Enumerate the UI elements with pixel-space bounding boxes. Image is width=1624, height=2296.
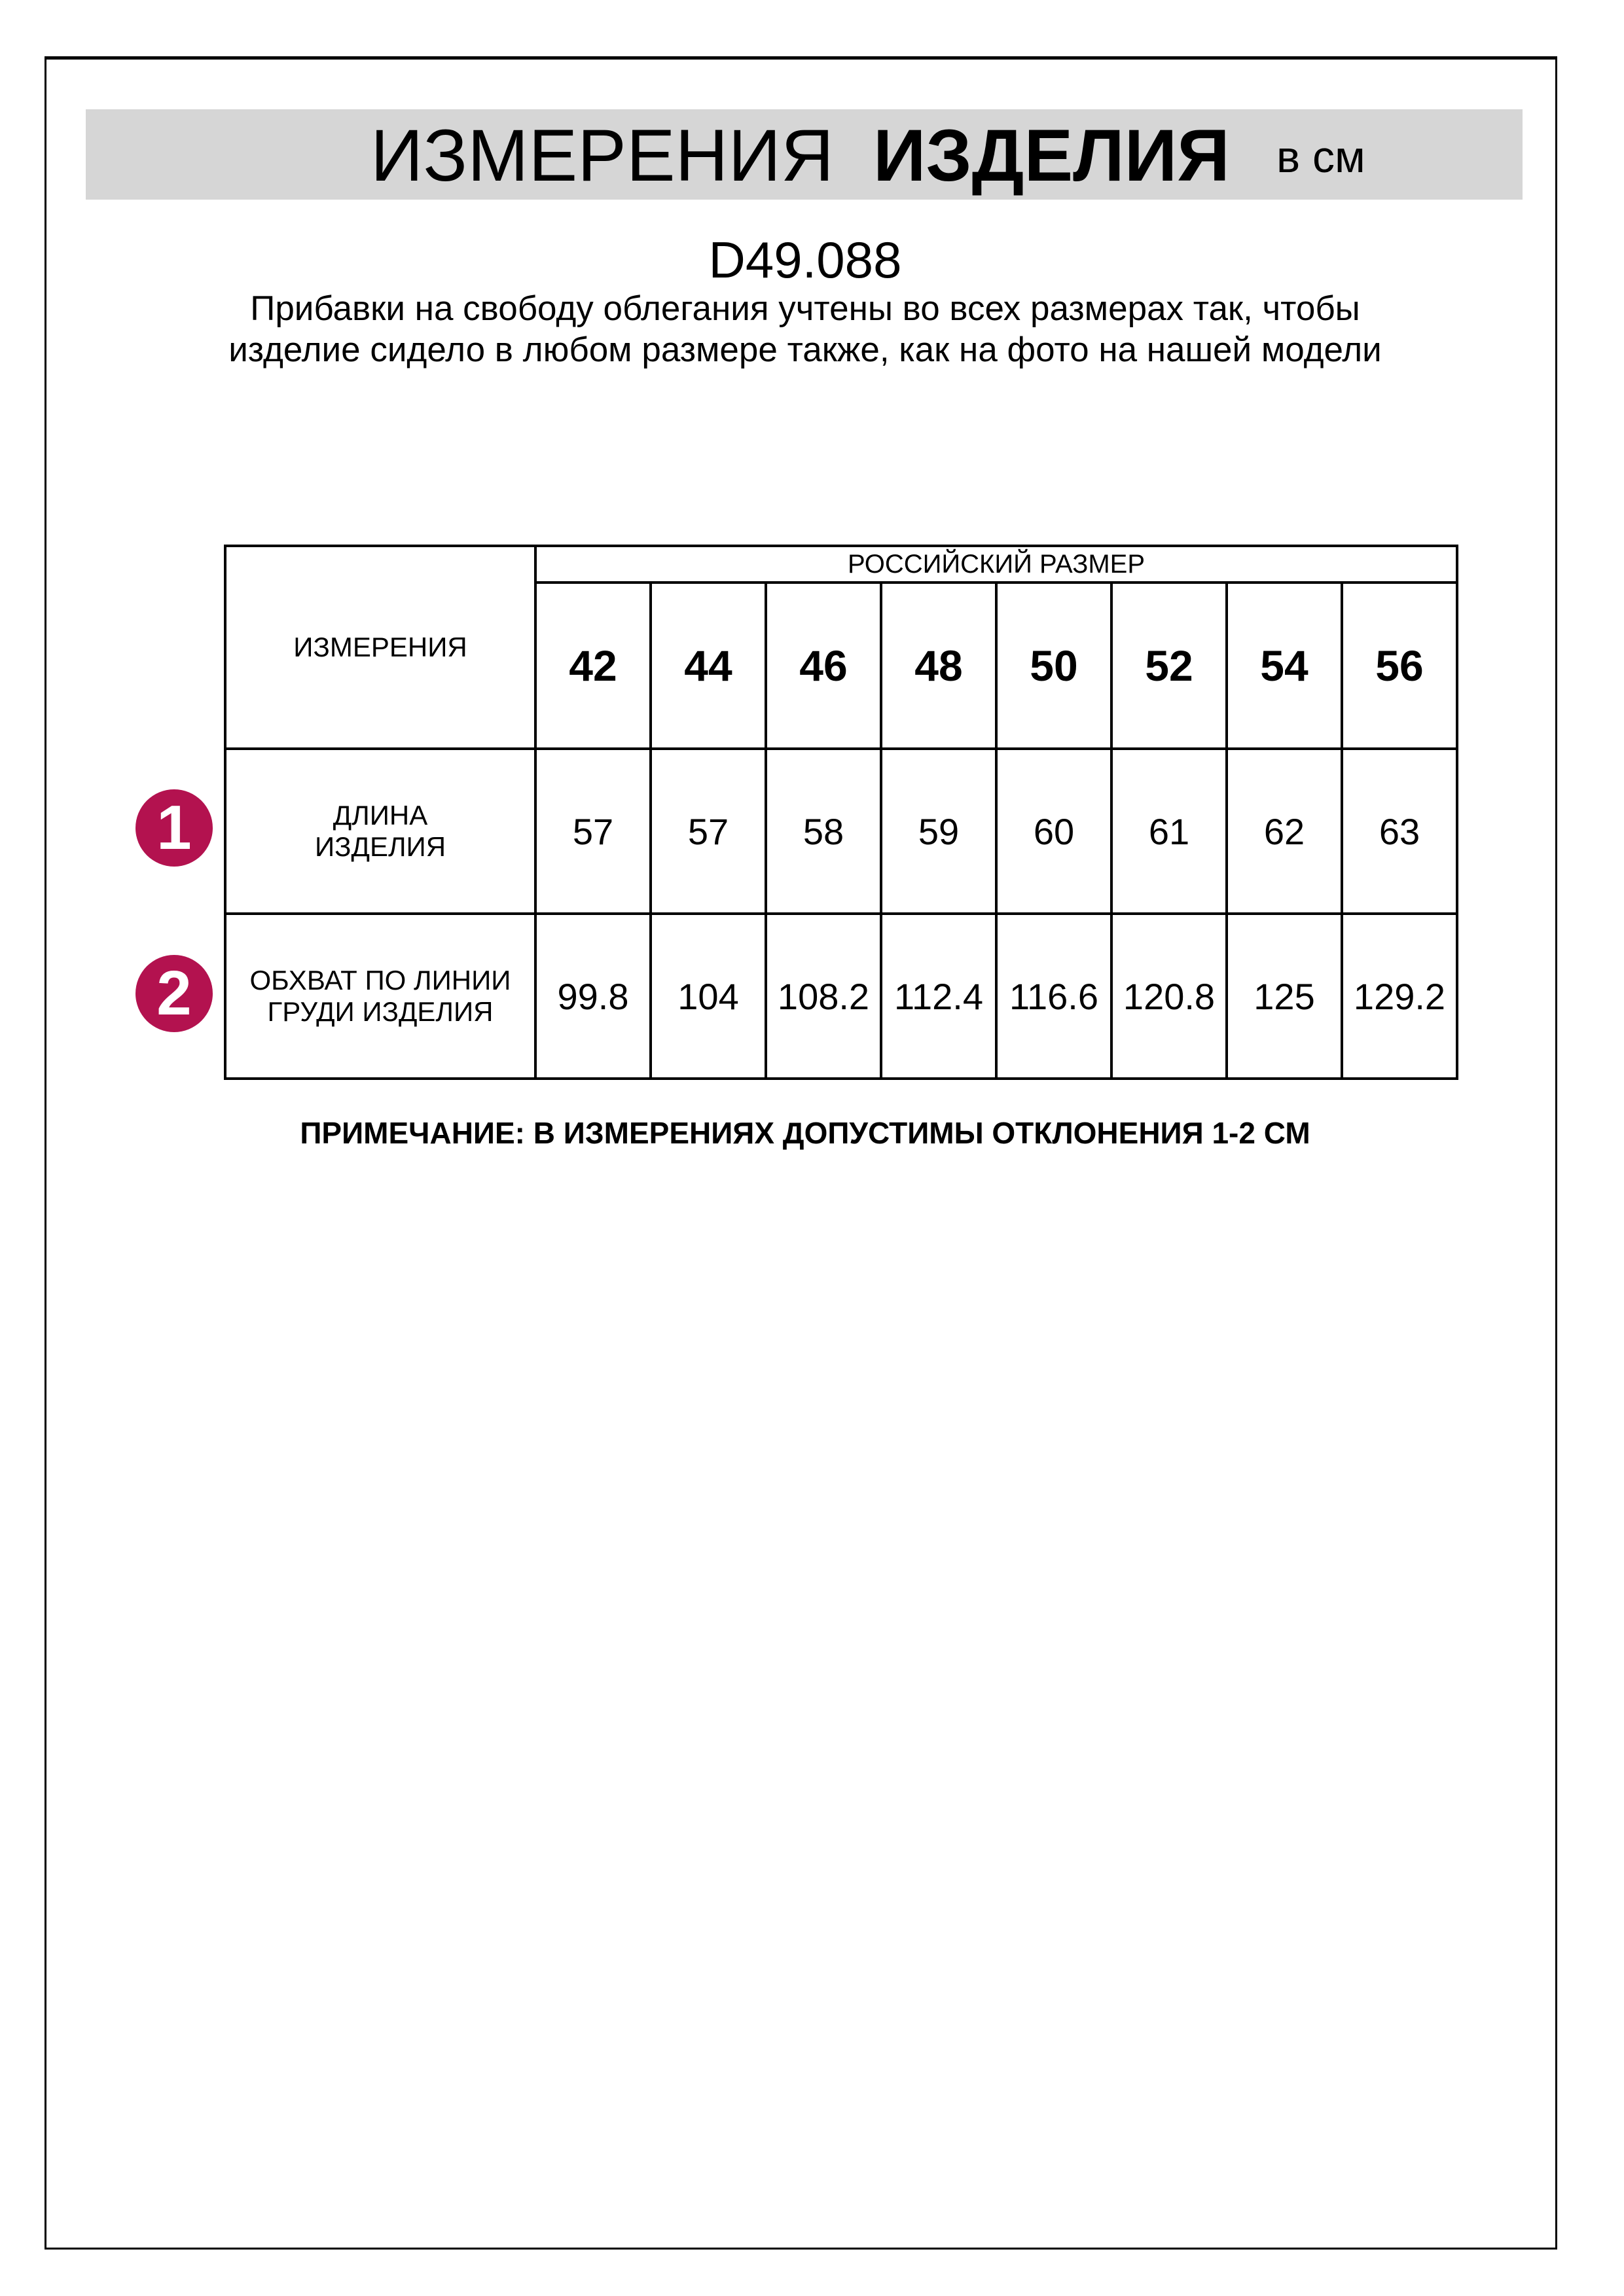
size-cell: 52: [1110, 581, 1228, 750]
title-product: ИЗДЕЛИЯ: [873, 115, 1230, 196]
size-cell: 48: [880, 581, 998, 750]
value-cell: 112.4: [880, 912, 998, 1080]
table-row: ДЛИНА ИЗДЕЛИЯ 57 57 58 59 60 61 62 63: [224, 747, 1458, 915]
value-cell: 63: [1341, 747, 1458, 915]
value-cell: 116.6: [995, 912, 1113, 1080]
size-cell: 50: [995, 581, 1113, 750]
sizes-row: 42 44 46 48 50 52 54 56: [225, 581, 1458, 750]
fit-description: Прибавки на свободу облегания учтены во …: [228, 289, 1382, 369]
size-cell: 42: [534, 581, 652, 750]
value-cell: 120.8: [1110, 912, 1228, 1080]
size-cell: 46: [765, 581, 882, 750]
size-table: ИЗМЕРЕНИЯ РОССИЙСКИЙ РАЗМЕР 42 44 46 48 …: [224, 545, 1458, 1080]
row-label: ДЛИНА ИЗДЕЛИЯ: [224, 747, 537, 915]
value-cell: 59: [880, 747, 998, 915]
value-cell: 62: [1225, 747, 1343, 915]
tolerance-note: ПРИМЕЧАНИЕ: В ИЗМЕРЕНИЯХ ДОПУСТИМЫ ОТКЛО…: [300, 1116, 1310, 1150]
value-cell: 129.2: [1341, 912, 1458, 1080]
size-cell: 44: [649, 581, 767, 750]
table-row: ОБХВАТ ПО ЛИНИИ ГРУДИ ИЗДЕЛИЯ 99.8 104 1…: [224, 912, 1458, 1080]
title-band: [86, 109, 1523, 200]
value-cell: 104: [649, 912, 767, 1080]
row-label: ОБХВАТ ПО ЛИНИИ ГРУДИ ИЗДЕЛИЯ: [224, 912, 537, 1080]
product-code: D49.088: [708, 231, 902, 289]
value-cell: 57: [649, 747, 767, 915]
value-cell: 60: [995, 747, 1113, 915]
badge-1-icon: 1: [135, 789, 213, 867]
measure-header: ИЗМЕРЕНИЯ: [224, 545, 537, 750]
title-measurements: ИЗМЕРЕНИЯ: [370, 115, 834, 196]
value-cell: 57: [534, 747, 652, 915]
size-header: РОССИЙСКИЙ РАЗМЕР: [534, 545, 1458, 584]
value-cell: 99.8: [534, 912, 652, 1080]
value-cell: 61: [1110, 747, 1228, 915]
title-unit: в см: [1276, 132, 1365, 182]
value-cell: 108.2: [765, 912, 882, 1080]
size-cell: 56: [1341, 581, 1458, 750]
badge-2-icon: 2: [135, 955, 213, 1032]
page-border: [45, 56, 1557, 2250]
value-cell: 125: [1225, 912, 1343, 1080]
value-cell: 58: [765, 747, 882, 915]
size-cell: 54: [1225, 581, 1343, 750]
